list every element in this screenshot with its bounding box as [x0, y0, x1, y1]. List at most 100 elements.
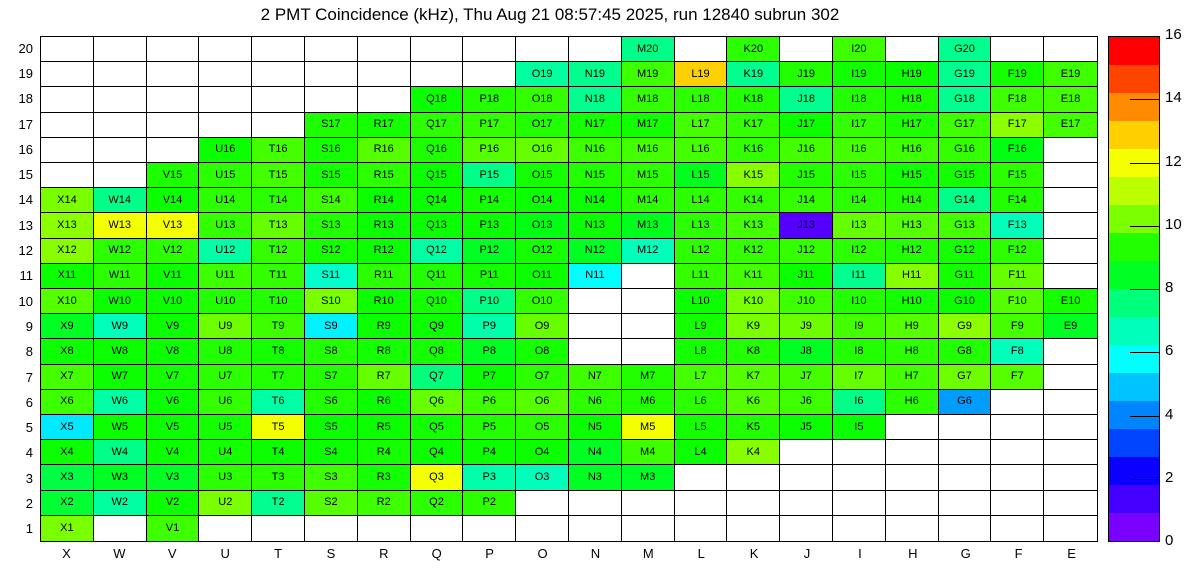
heatmap-cell-empty [674, 515, 728, 541]
heatmap-cell: I17 [832, 112, 886, 138]
heatmap-cell: K12 [727, 238, 781, 264]
colorbar-band [1109, 65, 1159, 93]
heatmap-cell-empty [1044, 515, 1097, 541]
heatmap-cell: H8 [885, 339, 939, 365]
heatmap-cell: V6 [146, 389, 200, 415]
heatmap-cell-empty [357, 515, 411, 541]
heatmap-cell-empty [991, 440, 1045, 466]
heatmap-cell: O17 [516, 112, 569, 138]
heatmap-cell-empty [410, 37, 464, 63]
heatmap-cell-empty [885, 37, 939, 63]
heatmap-cell: T5 [252, 415, 305, 441]
heatmap-cell: I8 [832, 339, 886, 365]
heatmap-cell-empty [41, 37, 94, 63]
heatmap-cell: I16 [832, 137, 886, 163]
heatmap-cell: E9 [1044, 314, 1097, 340]
heatmap-cell-empty [1044, 440, 1097, 466]
heatmap-cell: S14 [304, 188, 358, 214]
heatmap-cell: T10 [252, 289, 305, 315]
heatmap-cell: R14 [357, 188, 411, 214]
heatmap-cell-empty [146, 137, 200, 163]
y-axis-tick-label: 2 [25, 496, 33, 512]
heatmap-cell: I15 [832, 163, 886, 189]
heatmap-cell: P5 [463, 415, 517, 441]
heatmap-cell: M5 [621, 415, 675, 441]
heatmap-cell: M17 [621, 112, 675, 138]
heatmap-cell: N5 [568, 415, 622, 441]
heatmap-cell: I18 [832, 87, 886, 113]
heatmap-cell: O16 [516, 137, 569, 163]
heatmap-cell: R2 [357, 490, 411, 516]
heatmap-cell: S15 [304, 163, 358, 189]
heatmap-cell-empty [780, 440, 833, 466]
x-axis-tick-label: U [220, 546, 230, 561]
heatmap-cell-empty [93, 62, 147, 88]
heatmap-cell: O14 [516, 188, 569, 214]
heatmap-cell: S3 [304, 465, 358, 491]
heatmap-cell: G18 [938, 87, 992, 113]
heatmap-cell-empty [146, 87, 200, 113]
colorbar-band [1109, 373, 1159, 401]
heatmap-cell: V2 [146, 490, 200, 516]
heatmap-cell: O13 [516, 213, 569, 239]
heatmap-cell: H7 [885, 364, 939, 390]
heatmap-cell: F14 [991, 188, 1045, 214]
heatmap-cell: F8 [991, 339, 1045, 365]
x-axis-tick-label: P [485, 546, 494, 561]
heatmap-cell-empty [832, 440, 886, 466]
heatmap-cell: J7 [780, 364, 833, 390]
heatmap-cell: N13 [568, 213, 622, 239]
heatmap-cell-empty [304, 515, 358, 541]
heatmap-cell: F9 [991, 314, 1045, 340]
colorbar-tick-mark [1130, 162, 1160, 164]
heatmap-cell: U8 [199, 339, 253, 365]
heatmap-cell: X2 [41, 490, 94, 516]
heatmap-cell: J11 [780, 263, 833, 289]
heatmap-cell: F18 [991, 87, 1045, 113]
heatmap-cell: I11 [832, 263, 886, 289]
colorbar-tick-label: 2 [1165, 468, 1174, 486]
heatmap-cell: J17 [780, 112, 833, 138]
heatmap-cell: N17 [568, 112, 622, 138]
heatmap-cell: Q11 [410, 263, 464, 289]
y-axis-tick-label: 11 [19, 268, 34, 284]
heatmap-cell-empty [780, 490, 833, 516]
heatmap-cell: U12 [199, 238, 253, 264]
heatmap-cell: J19 [780, 62, 833, 88]
heatmap-cell: T8 [252, 339, 305, 365]
heatmap-cell-empty [199, 87, 253, 113]
colorbar-band [1109, 429, 1159, 457]
x-axis-tick-label: X [62, 546, 71, 561]
heatmap-cell: S13 [304, 213, 358, 239]
heatmap-cell: T7 [252, 364, 305, 390]
x-axis-tick-label: O [537, 546, 548, 561]
heatmap-cell: W9 [93, 314, 147, 340]
colorbar-band [1109, 261, 1159, 289]
x-axis-tick-label: R [379, 546, 389, 561]
x-axis-tick-label: V [167, 546, 177, 561]
heatmap-cell: V14 [146, 188, 200, 214]
heatmap-cell-empty [1044, 263, 1097, 289]
heatmap-cell: H13 [885, 213, 939, 239]
heatmap-cell-empty [199, 62, 253, 88]
heatmap-cell: R12 [357, 238, 411, 264]
heatmap-cell: T2 [252, 490, 305, 516]
heatmap-cell: V3 [146, 465, 200, 491]
heatmap-cell: V11 [146, 263, 200, 289]
heatmap-cell: I12 [832, 238, 886, 264]
heatmap-cell: H10 [885, 289, 939, 315]
heatmap-cell: R3 [357, 465, 411, 491]
heatmap-cell: Q14 [410, 188, 464, 214]
heatmap-cell-empty [885, 465, 939, 491]
heatmap-cell: Q4 [410, 440, 464, 466]
heatmap-cell: E17 [1044, 112, 1097, 138]
heatmap-cell: R4 [357, 440, 411, 466]
heatmap-cell: G7 [938, 364, 992, 390]
heatmap-cell: P12 [463, 238, 517, 264]
heatmap-cell-empty [991, 389, 1045, 415]
heatmap-cell: N6 [568, 389, 622, 415]
heatmap-cell: M3 [621, 465, 675, 491]
colorbar-band [1109, 345, 1159, 373]
heatmap-cell: O8 [516, 339, 569, 365]
